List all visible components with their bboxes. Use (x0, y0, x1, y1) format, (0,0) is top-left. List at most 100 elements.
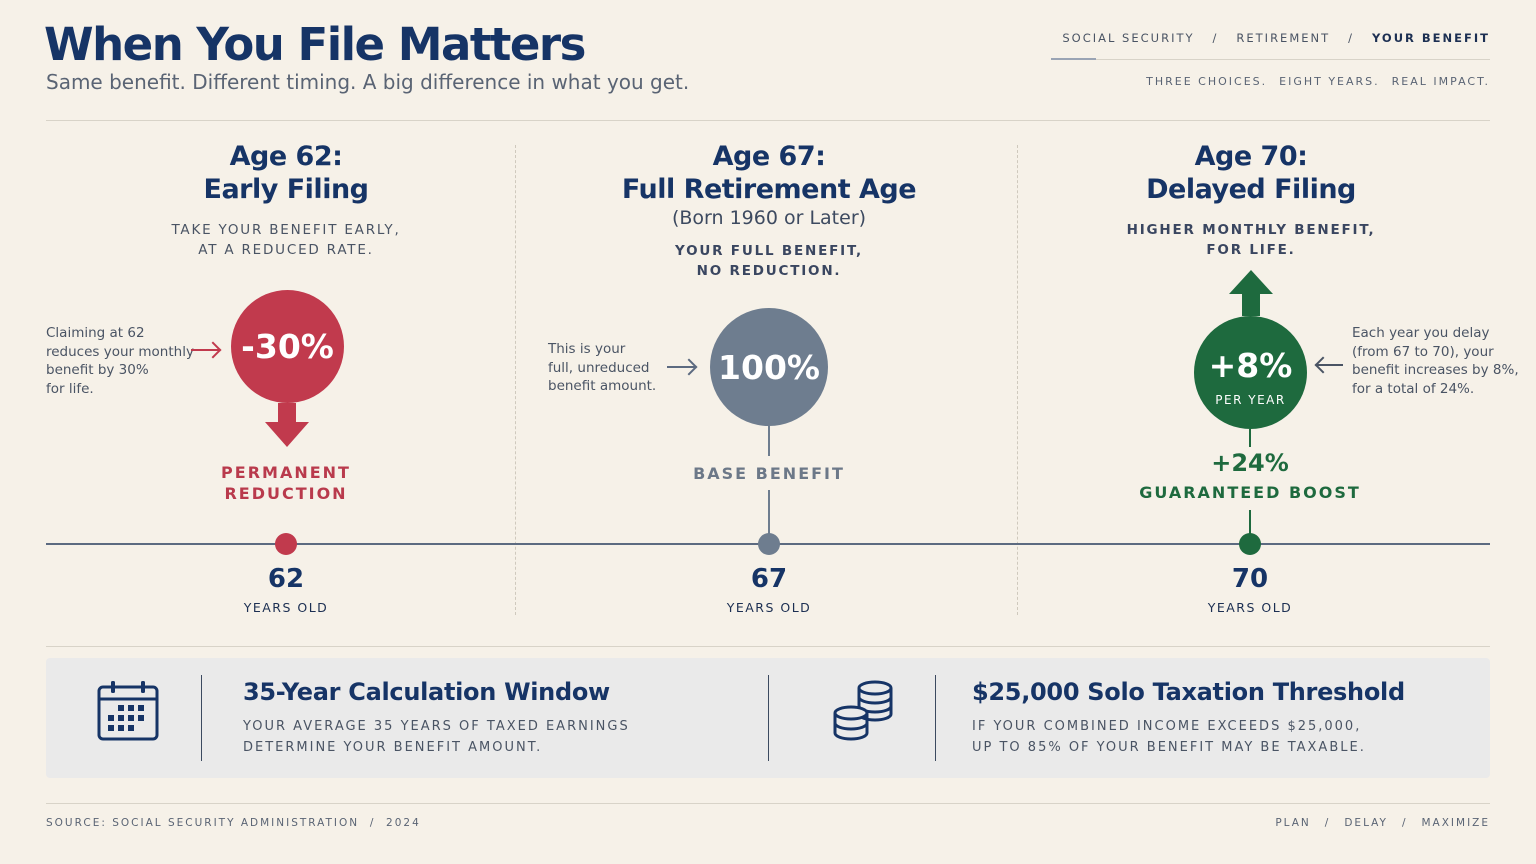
arrow-left-icon (1317, 364, 1343, 366)
info-title-taxation-threshold: $25,000 Solo Taxation Threshold (972, 678, 1405, 706)
breadcrumb-item-retirement[interactable]: RETIREMENT (1236, 31, 1331, 45)
note-line: full, unreduced (548, 359, 650, 376)
column-title-line2: Early Filing (203, 174, 370, 205)
column-title-line1: Age 62: (229, 141, 343, 172)
connector-line (1249, 510, 1251, 534)
circle-value: +8% (1208, 346, 1293, 385)
column-title-line2: Delayed Filing (1146, 174, 1356, 205)
header-divider (46, 120, 1490, 121)
column-description-line: AT A REDUCED RATE. (198, 242, 374, 258)
column-description: HIGHER MONTHLY BENEFIT, FOR LIFE. (1011, 220, 1491, 260)
column-divider (515, 145, 516, 615)
age-value: 70 (1231, 564, 1269, 594)
age-label: YEARS OLD (243, 600, 329, 615)
label-line: REDUCTION (224, 484, 348, 503)
info-text-line: UP TO 85% OF YOUR BENEFIT MAY BE TAXABLE… (972, 740, 1366, 755)
circle-value: -30% (241, 327, 334, 366)
info-title-calculation-window: 35-Year Calculation Window (243, 678, 610, 706)
connector-line (768, 426, 770, 456)
coins-icon (833, 680, 893, 741)
timeline-marker-70 (1239, 533, 1261, 555)
footer-motto-item: DELAY (1344, 817, 1388, 829)
column-description-line: NO REDUCTION. (696, 263, 842, 279)
total-boost-value: +24% (1211, 449, 1289, 477)
tagline-item: EIGHT YEARS. (1279, 75, 1380, 88)
footer-motto-item: PLAN (1275, 817, 1311, 829)
section-divider (46, 646, 1490, 647)
note-line: benefit increases by 8%, (1352, 362, 1519, 378)
breadcrumb-item-social-security[interactable]: SOCIAL SECURITY (1062, 31, 1195, 45)
timeline-marker-62 (275, 533, 297, 555)
breadcrumb-rule (1051, 59, 1490, 60)
footer-motto-item: MAXIMIZE (1421, 817, 1490, 829)
increase-circle: +8% PER YEAR (1194, 316, 1307, 429)
footer-separator: / (1324, 817, 1331, 829)
note-line: benefit amount. (548, 378, 657, 394)
age-value: 62 (267, 564, 305, 594)
footer-separator: / (1401, 817, 1408, 829)
timeline-marker-67 (758, 533, 780, 555)
column-born-note: (Born 1960 or Later) (671, 207, 867, 229)
tagline: THREE CHOICES. EIGHT YEARS. REAL IMPACT. (1146, 75, 1490, 88)
column-description-line: YOUR FULL BENEFIT, (674, 243, 863, 259)
footer-source: SOURCE: SOCIAL SECURITY ADMINISTRATION /… (46, 817, 421, 829)
note-line: benefit by 30% (46, 362, 149, 378)
column-description: TAKE YOUR BENEFIT EARLY, AT A REDUCED RA… (46, 220, 526, 260)
arrow-up-icon (1229, 270, 1273, 316)
breadcrumb-item-your-benefit[interactable]: YOUR BENEFIT (1372, 31, 1490, 45)
column-title-line1: Age 67: (712, 141, 826, 172)
breadcrumb-separator: / (1212, 31, 1219, 45)
note-line: This is your (548, 341, 626, 357)
calendar-icon (97, 681, 159, 741)
circle-subtext: PER YEAR (1215, 393, 1286, 407)
connector-line (768, 490, 770, 534)
tagline-item: THREE CHOICES. (1146, 75, 1268, 88)
connector-line (1249, 429, 1251, 447)
note-age-70: Each year you delay (from 67 to 70), you… (1352, 324, 1519, 398)
breadcrumb-separator: / (1348, 31, 1355, 45)
info-text-line: IF YOUR COMBINED INCOME EXCEEDS $25,000, (972, 719, 1362, 734)
panel-separator (935, 675, 936, 761)
arrow-right-icon (191, 349, 219, 351)
footer-motto: PLAN / DELAY / MAXIMIZE (1275, 817, 1490, 829)
guaranteed-boost-label: GUARANTEED BOOST (1139, 483, 1361, 502)
column-description-line: TAKE YOUR BENEFIT EARLY, (171, 222, 401, 238)
footer-divider (46, 803, 1490, 804)
note-line: for a total of 24%. (1352, 380, 1475, 397)
column-title-line2: Full Retirement Age (621, 174, 917, 205)
info-text-calculation-window: YOUR AVERAGE 35 YEARS OF TAXED EARNINGS … (243, 716, 630, 758)
column-description-line: HIGHER MONTHLY BENEFIT, (1126, 222, 1376, 238)
note-line: Each year you delay (1352, 325, 1490, 341)
column-divider (1017, 145, 1018, 615)
note-line: Claiming at 62 (46, 325, 145, 341)
panel-separator (201, 675, 202, 761)
note-line: (from 67 to 70), your (1352, 343, 1494, 360)
panel-separator (768, 675, 769, 761)
age-label: YEARS OLD (1207, 600, 1293, 615)
breadcrumb: SOCIAL SECURITY / RETIREMENT / YOUR BENE… (1062, 31, 1490, 45)
column-heading-age-62: Age 62: Early Filing TAKE YOUR BENEFIT E… (46, 140, 526, 260)
column-title-line1: Age 70: (1194, 141, 1308, 172)
arrow-down-icon (265, 403, 309, 447)
page-subtitle: Same benefit. Different timing. A big di… (46, 70, 690, 94)
label-line: PERMANENT (221, 463, 351, 482)
tagline-item: REAL IMPACT. (1391, 75, 1490, 88)
circle-value: 100% (718, 347, 820, 387)
age-label: YEARS OLD (726, 600, 812, 615)
note-age-62: Claiming at 62 reduces your monthly bene… (46, 324, 194, 398)
permanent-reduction-label: PERMANENT REDUCTION (186, 462, 386, 504)
reduction-circle: -30% (231, 290, 344, 403)
column-description-line: FOR LIFE. (1206, 242, 1296, 258)
info-text-line: DETERMINE YOUR BENEFIT AMOUNT. (243, 740, 543, 755)
breadcrumb-underline (1051, 58, 1096, 60)
note-line: reduces your monthly (46, 343, 194, 360)
age-value: 67 (750, 564, 788, 594)
base-benefit-label: BASE BENEFIT (693, 464, 845, 483)
note-line: for life. (46, 380, 94, 397)
note-age-67: This is your full, unreduced benefit amo… (548, 340, 656, 396)
page-title: When You File Matters (44, 18, 586, 71)
arrow-right-icon (667, 366, 695, 368)
column-heading-age-70: Age 70: Delayed Filing HIGHER MONTHLY BE… (1011, 140, 1491, 260)
info-text-line: YOUR AVERAGE 35 YEARS OF TAXED EARNINGS (243, 719, 630, 734)
column-description: YOUR FULL BENEFIT, NO REDUCTION. (529, 241, 1009, 281)
